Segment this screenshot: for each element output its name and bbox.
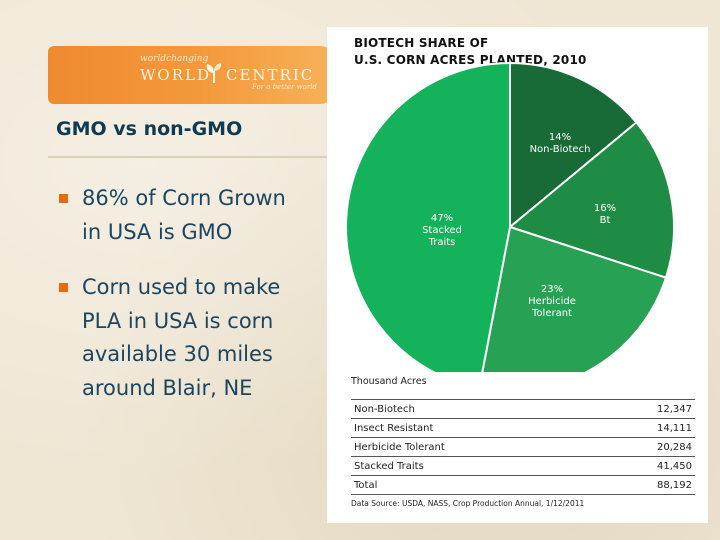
slice-label: 47% Stacked Traits [422, 213, 462, 248]
row-label: Non-Biotech [351, 399, 593, 419]
pie-slice [507, 121, 675, 279]
sprout-logo-icon [206, 63, 222, 83]
table-units-label: Thousand Acres [351, 376, 427, 387]
slice-label: 14% Non-Biotech [530, 132, 591, 155]
logo-word-world: WORLD [140, 66, 211, 84]
logo-subline: For a better world [252, 83, 317, 91]
row-label: Herbicide Tolerant [351, 437, 593, 457]
bullet-list: 86% of Corn Grown in USA is GMO Corn use… [56, 182, 306, 427]
table-row: Insect Resistant 14,111 [351, 418, 695, 438]
row-value: 88,192 [592, 475, 695, 495]
slide-title: GMO vs non-GMO [56, 118, 243, 140]
logo-word-centric: CENTRIC [226, 66, 315, 84]
bullet-item: Corn used to make PLA in USA is corn ava… [56, 271, 306, 405]
biotech-chart-figure: BIOTECH SHARE OF U.S. CORN ACRES PLANTED… [327, 27, 708, 523]
table-row: Stacked Traits 41,450 [351, 456, 695, 476]
bullet-square-icon [59, 194, 68, 203]
title-divider [48, 156, 338, 158]
data-source-note: Data Source: USDA, NASS, Crop Production… [351, 499, 585, 508]
bullet-text: Corn used to make PLA in USA is corn ava… [82, 275, 281, 400]
table-row: Total 88,192 [351, 475, 695, 495]
logo-tagline: worldchanging [140, 54, 209, 64]
row-label: Total [351, 475, 593, 495]
pie-slice [481, 225, 668, 372]
pie-chart: 14% Non-Biotech 16% Bt 23% Herbicide Tolerant 4… [345, 61, 675, 372]
world-centric-logo: worldchanging WORLD CENTRIC For a better… [48, 46, 338, 104]
chart-title-line: BIOTECH SHARE OF [354, 36, 489, 50]
row-value: 20,284 [592, 437, 695, 457]
row-value: 41,450 [592, 456, 695, 476]
slice-label: 16% Bt [594, 203, 616, 226]
row-value: 12,347 [592, 399, 695, 419]
row-label: Insect Resistant [351, 418, 593, 438]
row-value: 14,111 [592, 418, 695, 438]
bullet-square-icon [59, 283, 68, 292]
bullet-item: 86% of Corn Grown in USA is GMO [56, 182, 306, 249]
bullet-text: 86% of Corn Grown in USA is GMO [82, 186, 286, 244]
pie-slice [509, 61, 638, 230]
slice-label: 23% Herbicide Tolerant [528, 284, 576, 319]
table-row: Herbicide Tolerant 20,284 [351, 437, 695, 457]
pie-slice [345, 61, 511, 372]
row-label: Stacked Traits [351, 456, 593, 476]
table-row: Non-Biotech 12,347 [351, 399, 695, 419]
acreage-table: Non-Biotech 12,347 Insect Resistant 14,111 H… [351, 399, 695, 495]
